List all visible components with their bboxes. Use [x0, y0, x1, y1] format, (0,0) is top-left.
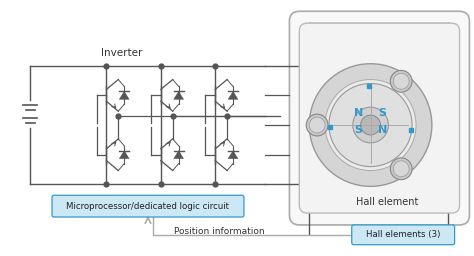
Text: S: S: [355, 125, 363, 135]
Polygon shape: [228, 91, 238, 99]
Text: N: N: [354, 108, 363, 118]
Circle shape: [309, 117, 325, 133]
Circle shape: [361, 115, 381, 135]
Circle shape: [329, 83, 412, 167]
Circle shape: [353, 107, 388, 143]
Text: N: N: [378, 125, 387, 135]
Text: Microprocessor/dedicated logic circuit: Microprocessor/dedicated logic circuit: [66, 202, 229, 211]
Text: S: S: [378, 108, 386, 118]
Polygon shape: [119, 151, 129, 159]
Circle shape: [393, 161, 409, 177]
Text: Hall element: Hall element: [356, 197, 418, 207]
Circle shape: [393, 73, 409, 89]
Circle shape: [390, 158, 412, 180]
Circle shape: [309, 64, 432, 186]
FancyBboxPatch shape: [290, 11, 469, 225]
FancyBboxPatch shape: [52, 195, 244, 217]
Polygon shape: [173, 151, 183, 159]
Polygon shape: [119, 91, 129, 99]
Circle shape: [390, 70, 412, 92]
Circle shape: [306, 114, 328, 136]
Circle shape: [325, 80, 416, 170]
Text: Inverter: Inverter: [101, 48, 143, 58]
FancyBboxPatch shape: [352, 225, 455, 245]
Text: Hall elements (3): Hall elements (3): [366, 230, 440, 239]
Polygon shape: [228, 151, 238, 159]
Polygon shape: [173, 91, 183, 99]
FancyBboxPatch shape: [299, 23, 460, 213]
Text: Position information: Position information: [174, 227, 264, 236]
